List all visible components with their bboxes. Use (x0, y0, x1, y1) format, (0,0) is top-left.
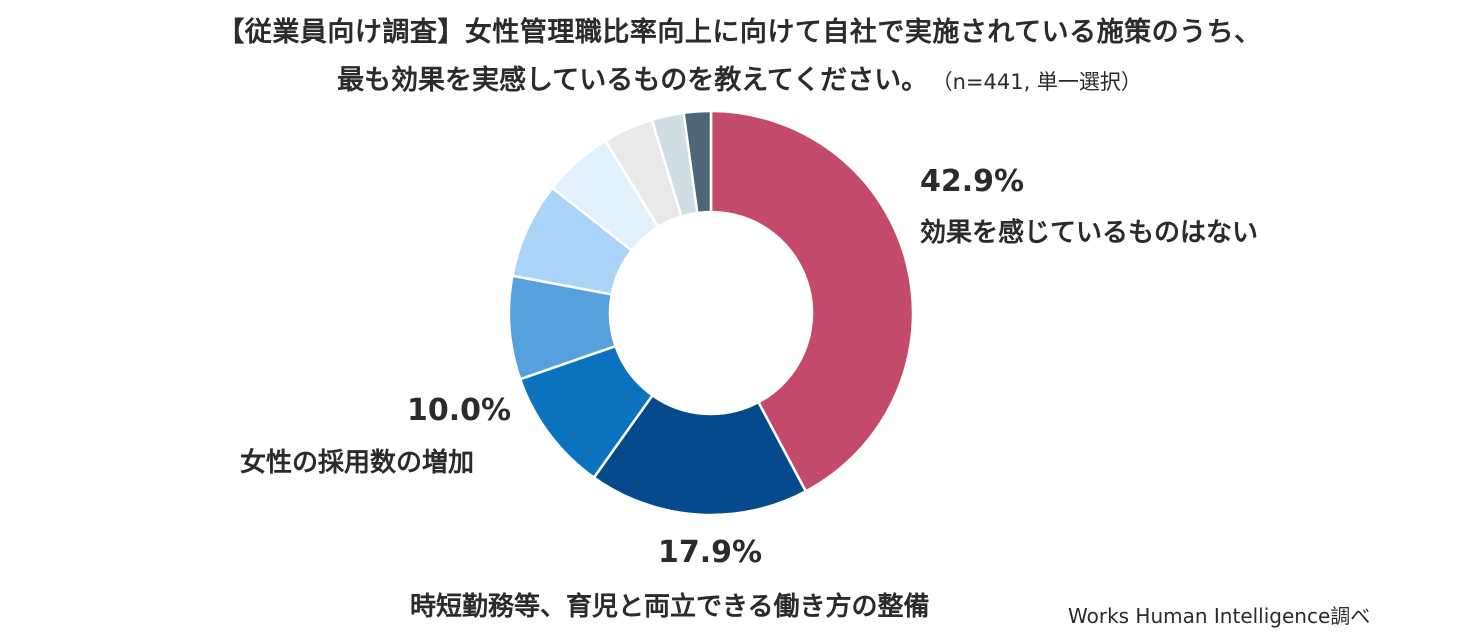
sample-size-note: （n=441, 単一選択） (942, 70, 1142, 94)
donut-slice-8 (682, 109, 713, 215)
slice-0-name-label: 効果を感じているものはない (920, 218, 1259, 248)
source-credit: Works Human Intelligence調べ (1068, 604, 1371, 628)
donut-slice-0 (709, 109, 915, 494)
chart-title-line2: 最も効果を実感しているものを教えてください。 （n=441, 単一選択） (0, 58, 1479, 97)
slice-1-value-label: 17.9% (658, 535, 763, 570)
donut-slice-1 (592, 393, 808, 517)
chart-title-line1: 【従業員向け調査】女性管理職比率向上に向けて自社で実施されている施策のうち、 (217, 17, 1262, 48)
slice-2-name-label: 女性の採用数の増加 (240, 448, 475, 478)
slice-2-value-label: 10.0% (407, 393, 512, 428)
slice-0-value-label: 42.9% (920, 164, 1025, 199)
chart-title-main: 最も効果を実感しているものを教えてください。 (337, 65, 929, 96)
slice-1-name-label: 時短勤務等、育児と両立できる働き方の整備 (410, 592, 930, 622)
